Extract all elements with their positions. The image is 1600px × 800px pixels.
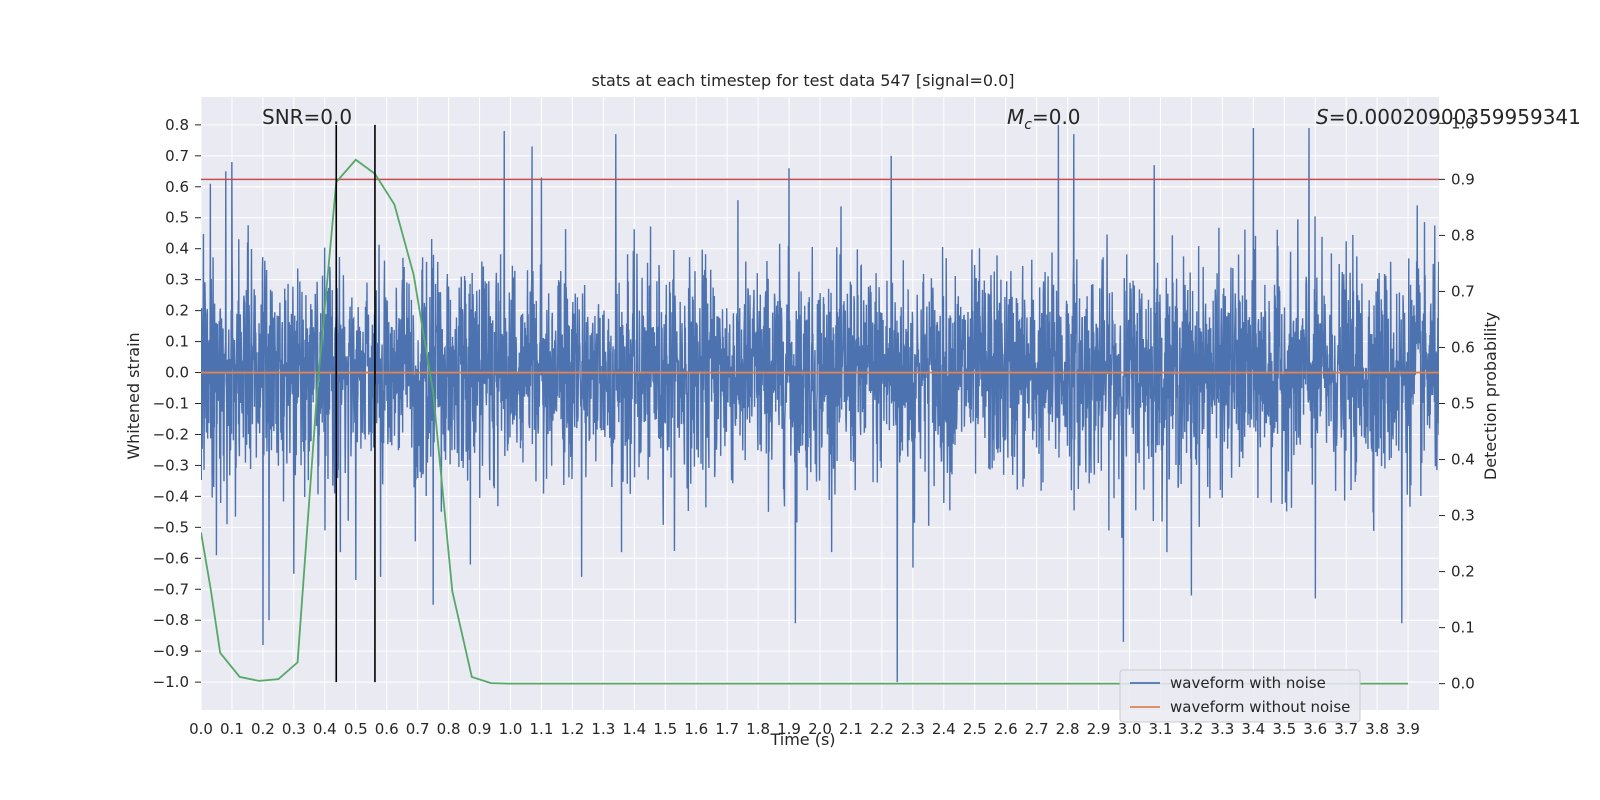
annotation-s-symbol: S	[1316, 105, 1329, 129]
x-tick-label: 1.5	[653, 720, 677, 738]
y-axis-label: Whitened strain	[124, 332, 143, 459]
vertical-markers	[335, 124, 376, 683]
x-tick-label: 2.0	[808, 720, 832, 738]
y2-tick-label: 0.0	[1451, 675, 1475, 693]
x-tick-label: 1.0	[499, 720, 523, 738]
annotation-s-value: =0.00020900359959341	[1329, 105, 1581, 129]
x-tick-label: 0.0	[189, 720, 213, 738]
y-tick-label: −0.7	[153, 580, 189, 598]
y2-tick-label: 0.7	[1451, 282, 1475, 300]
x-tick-label: 0.5	[344, 720, 368, 738]
x-tick-label: 3.8	[1365, 720, 1389, 738]
y2-tick-label: 0.6	[1451, 338, 1475, 356]
x-tick-label: 1.2	[560, 720, 584, 738]
annotation-mc-value: =0.0	[1032, 105, 1081, 129]
x-tick-label: 2.1	[839, 720, 863, 738]
x-tick-label: 1.4	[622, 720, 646, 738]
x-tick-label: 0.6	[375, 720, 399, 738]
x-tick-label: 3.6	[1303, 720, 1327, 738]
x-tick-label: 1.9	[777, 720, 801, 738]
y-tick-label: 0.1	[165, 333, 189, 351]
y-tick-label: 0.3	[165, 271, 189, 289]
series-waveform-with-noise	[201, 124, 1439, 683]
x-axis-ticks: 0.0 0.1 0.2 0.3 0.4 0.5 0.6 0.7 0.8 0.9 1.0 1.1 1.2 1…	[189, 720, 1420, 738]
y-axis-ticks: 0.8 0.7 0.6 0.5 0.4 0.3 0.2 0.1 0.0 −0.1 −0.2 −0.3 −…	[153, 116, 201, 691]
x-tick-label: 3.1	[1149, 720, 1173, 738]
series-detection-probability	[201, 158, 1409, 685]
y2-tick-label: 0.8	[1451, 226, 1475, 244]
y-tick-label: −0.9	[153, 642, 189, 660]
annotation-s: S=0.00020900359959341	[1316, 105, 1581, 129]
chart-title: stats at each timestep for test data 547…	[591, 71, 1014, 90]
legend-label-clean: waveform without noise	[1170, 698, 1350, 716]
x-tick-label: 0.4	[313, 720, 337, 738]
y2-axis-ticks: 1.0 0.9 0.8 0.7 0.6 0.5 0.4 0.3 0.2 0.1 0.0	[1439, 114, 1475, 693]
x-tick-label: 3.5	[1272, 720, 1296, 738]
x-axis-label: Time (s)	[769, 730, 835, 749]
y2-tick-label: 0.3	[1451, 507, 1475, 525]
y-tick-label: −1.0	[153, 673, 189, 691]
y2-tick-label: 1.0	[1451, 114, 1475, 132]
x-tick-label: 1.6	[684, 720, 708, 738]
x-tick-label: 3.7	[1334, 720, 1358, 738]
x-tick-label: 1.8	[746, 720, 770, 738]
x-tick-label: 2.2	[870, 720, 894, 738]
legend: waveform with noise waveform without noi…	[1119, 669, 1361, 723]
y2-axis-label: Detection probability	[1481, 312, 1500, 480]
y-tick-label: −0.3	[153, 456, 189, 474]
x-tick-label: 0.3	[282, 720, 306, 738]
x-tick-label: 1.7	[715, 720, 739, 738]
y2-tick-label: 0.4	[1451, 451, 1475, 469]
x-tick-label: 0.2	[251, 720, 275, 738]
annotation-mc: Mc=0.0	[1007, 105, 1081, 133]
annotation-mc-subscript: c	[1024, 117, 1032, 133]
y-tick-label: 0.2	[165, 302, 189, 320]
y-tick-label: 0.8	[165, 116, 189, 134]
y-tick-label: 0.5	[165, 209, 189, 227]
y2-tick-label: 0.9	[1451, 170, 1475, 188]
x-tick-label: 2.9	[1087, 720, 1111, 738]
y2-tick-label: 0.2	[1451, 563, 1475, 581]
y-tick-label: 0.0	[165, 364, 189, 382]
x-tick-label: 0.7	[406, 720, 430, 738]
y-tick-label: −0.6	[153, 549, 189, 567]
y-tick-label: 0.6	[165, 178, 189, 196]
x-tick-label: 3.9	[1396, 720, 1420, 738]
y-tick-label: 0.4	[165, 240, 189, 258]
legend-label-noisy: waveform with noise	[1170, 674, 1326, 692]
x-tick-label: 3.2	[1179, 720, 1203, 738]
legend-box	[1119, 669, 1361, 723]
x-tick-label: 3.3	[1210, 720, 1234, 738]
x-tick-label: 2.7	[1025, 720, 1049, 738]
x-tick-label: 0.9	[468, 720, 492, 738]
x-tick-label: 1.1	[530, 720, 554, 738]
y-tick-label: −0.5	[153, 518, 189, 536]
y-tick-label: −0.2	[153, 425, 189, 443]
x-tick-label: 3.4	[1241, 720, 1265, 738]
x-tick-label: 2.4	[932, 720, 956, 738]
x-tick-label: 0.1	[220, 720, 244, 738]
y-tick-label: −0.1	[153, 395, 189, 413]
x-tick-label: 2.6	[994, 720, 1018, 738]
annotation-mc-symbol: M	[1007, 105, 1024, 129]
y-tick-label: −0.8	[153, 611, 189, 629]
y2-tick-label: 0.1	[1451, 619, 1475, 637]
annotation-snr: SNR=0.0	[262, 105, 352, 129]
x-tick-label: 3.0	[1118, 720, 1142, 738]
x-tick-label: 2.8	[1056, 720, 1080, 738]
x-tick-label: 2.3	[901, 720, 925, 738]
y-tick-label: 0.7	[165, 147, 189, 165]
y-tick-label: −0.4	[153, 487, 189, 505]
x-tick-label: 2.5	[963, 720, 987, 738]
x-tick-label: 1.3	[591, 720, 615, 738]
y2-tick-label: 0.5	[1451, 395, 1475, 413]
x-tick-label: 0.8	[437, 720, 461, 738]
